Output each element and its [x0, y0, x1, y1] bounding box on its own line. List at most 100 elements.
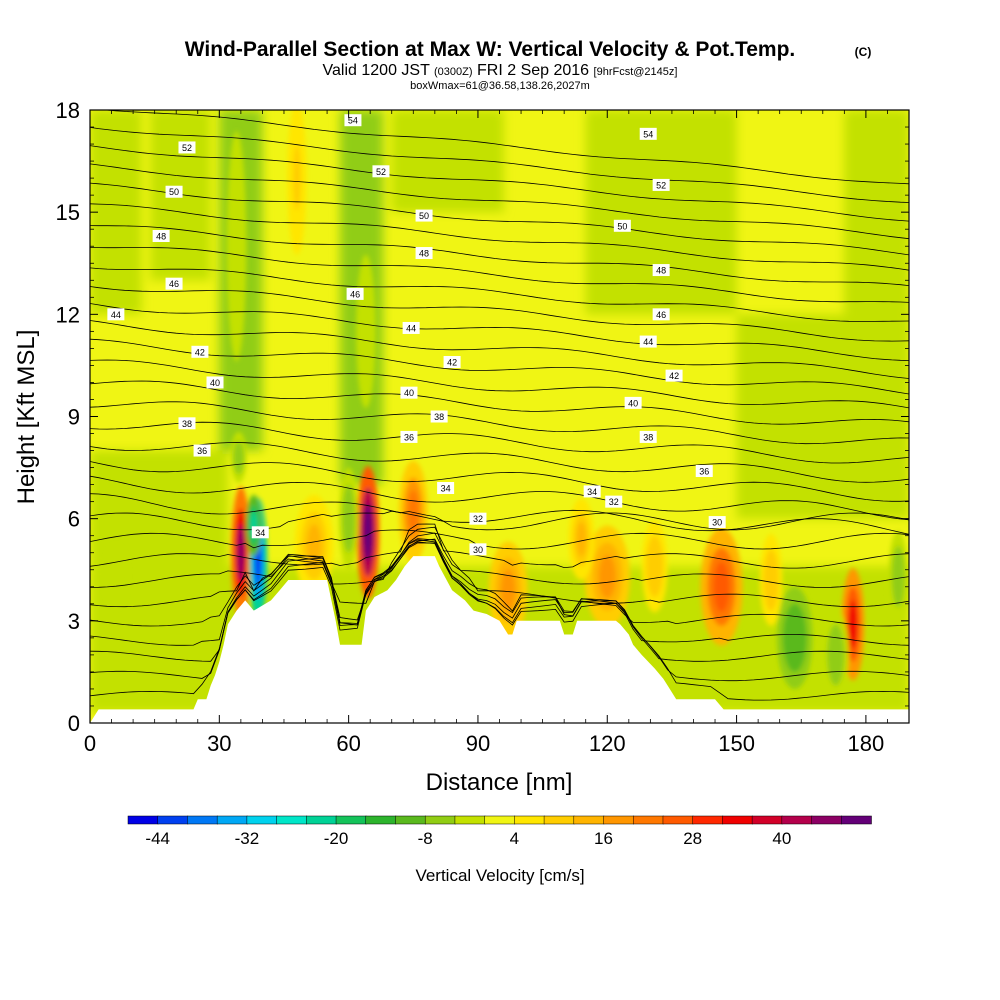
- isentrope-label-text: 42: [447, 358, 457, 368]
- isentrope-label-box: [695, 464, 713, 477]
- isentrope-label: 50: [165, 185, 183, 198]
- isentrope-label-text: 36: [197, 446, 207, 456]
- isentrope-line: [90, 182, 909, 256]
- isentrope-label-box: [605, 495, 623, 508]
- isentrope-line: [101, 110, 909, 185]
- isentrope-line: [90, 475, 909, 521]
- colorbar-tick-label: -32: [235, 829, 260, 848]
- isentrope-label-box: [152, 230, 170, 243]
- isentrope-label-box: [178, 141, 196, 154]
- colorbar-swatch: [454, 815, 486, 825]
- field-band-ne: [844, 110, 909, 315]
- isentrope-label-text: 40: [404, 388, 414, 398]
- x-tick-label: 90: [466, 731, 490, 756]
- y-tick-label: 9: [68, 405, 80, 430]
- isentrope-label-text: 32: [609, 497, 619, 507]
- isentrope-label-box: [372, 165, 390, 178]
- x-tick-label: 150: [718, 731, 755, 756]
- isentrope-label-box: [639, 127, 657, 140]
- colorbar-tick-label: -44: [145, 829, 170, 848]
- x-axis-label: Distance [nm]: [426, 769, 573, 796]
- colorbar-tick-label: -8: [418, 829, 433, 848]
- updraft-cell-core: [649, 546, 660, 586]
- field-band-top-east: [585, 110, 737, 315]
- isentrope-label-box: [206, 376, 224, 389]
- isentrope-label: 48: [415, 247, 433, 260]
- updraft-cell-core: [363, 503, 373, 561]
- forecast-info: [9hrFcst@2145z]: [594, 66, 678, 78]
- downdraft-cell-core: [232, 197, 241, 296]
- isentrope-label: 46: [346, 287, 364, 300]
- x-tick-label: 0: [84, 731, 96, 756]
- isentrope-label-box: [400, 386, 418, 399]
- isentrope-line: [90, 225, 909, 286]
- colorbar-swatch: [335, 815, 367, 825]
- isentrope-line: [90, 526, 909, 588]
- isentrope-label: 52: [372, 165, 390, 178]
- isentrope-label-text: 54: [643, 129, 653, 139]
- isentrope-label: 42: [191, 345, 209, 358]
- isentrope-label-box: [652, 264, 670, 277]
- isentrope-labels: 54 54 52 52 52 50 50 50 48 48 48 46 46 46 44 44 44 42 42 42…: [107, 114, 726, 556]
- isentrope-label-box: [415, 209, 433, 222]
- isentrope-label: 38: [430, 410, 448, 423]
- colorbar-tick-label: 16: [594, 829, 613, 848]
- isentrope-line: [90, 127, 909, 203]
- colorbar-swatch: [573, 815, 605, 825]
- downdraft-cell-core: [830, 635, 841, 675]
- colorbar-swatch: [484, 815, 516, 825]
- chart-title: Wind-Parallel Section at Max W: Vertical…: [185, 38, 796, 61]
- updraft-cell-core: [713, 561, 730, 612]
- valid-zulu: (0300Z): [434, 66, 473, 78]
- isentrope-label-box: [708, 516, 726, 529]
- isentrope-label: 50: [613, 219, 631, 232]
- copyright-mark: (C): [855, 45, 872, 59]
- colorbar-swatch: [395, 815, 426, 825]
- isentrope-label-text: 50: [617, 221, 627, 231]
- isentrope-label: 52: [652, 178, 670, 191]
- isentropes: [90, 110, 909, 701]
- colorbar-swatch: [841, 815, 872, 825]
- isentrope-label-box: [624, 396, 642, 409]
- x-tick-label: 30: [207, 731, 231, 756]
- isentrope-line: [90, 523, 909, 569]
- isentrope-label-box: [191, 345, 209, 358]
- updraft-cell-core: [598, 554, 616, 599]
- isentrope-label-box: [165, 185, 183, 198]
- isentrope-label-box: [583, 485, 601, 498]
- isentrope-line: [90, 442, 909, 483]
- downdraft-cell-core: [894, 556, 902, 597]
- isentrope-label-text: 42: [195, 347, 205, 357]
- isentrope-label-text: 44: [643, 337, 653, 347]
- isentrope-label-text: 52: [376, 167, 386, 177]
- isentrope-label: 40: [624, 396, 642, 409]
- isentrope-line: [90, 203, 909, 271]
- colorbar-swatch: [514, 815, 545, 825]
- isentrope-label-text: 38: [182, 419, 192, 429]
- y-tick-label: 12: [56, 302, 80, 327]
- isentrope-label-text: 42: [669, 371, 679, 381]
- x-tick-label: 120: [589, 731, 626, 756]
- colorbar-swatch: [276, 815, 308, 825]
- downdraft-cell-core: [362, 298, 370, 365]
- colorbar-swatch: [781, 815, 813, 825]
- isentrope-line: [90, 529, 909, 550]
- updraft-cell-core: [306, 524, 322, 568]
- valid-time-line: Valid 1200 JST (0300Z) FRI 2 Sep 2016 [9…: [323, 62, 678, 79]
- isentrope-label-text: 30: [712, 518, 722, 528]
- isentrope-label: 42: [443, 356, 461, 369]
- isentrope-label: 44: [107, 308, 125, 321]
- isentrope-label: 38: [178, 417, 196, 430]
- isentrope-label-box: [639, 335, 657, 348]
- isentrope-label-text: 48: [156, 232, 166, 242]
- isentrope-line: [90, 145, 909, 222]
- valid-prefix: Valid 1200 JST: [323, 62, 431, 79]
- isentrope-label: 32: [469, 512, 487, 525]
- isentrope-label: 54: [639, 127, 657, 140]
- isentrope-line: [90, 286, 909, 342]
- isentrope-label: 54: [344, 114, 362, 127]
- isentrope-label: 34: [251, 526, 269, 539]
- isentrope-label-text: 36: [699, 466, 709, 476]
- isentrope-line: [90, 401, 909, 445]
- isentrope-label: 48: [152, 230, 170, 243]
